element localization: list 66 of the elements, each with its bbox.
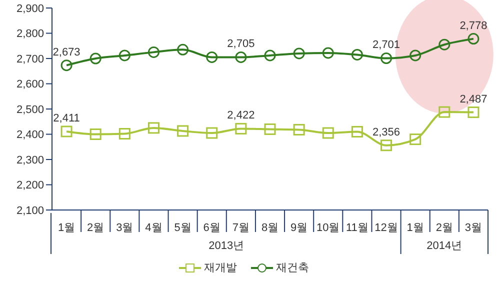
point [206,127,218,139]
x-tick-label: 4월 [145,222,162,234]
point [264,50,276,62]
point [90,128,102,140]
x-tick-label: 7월 [232,222,250,234]
point [322,47,334,59]
point [293,48,305,60]
legend-label: 재개발 [203,261,237,275]
point [293,124,305,136]
x-tick-label: 2월 [436,222,453,234]
y-tick-label: 2,200 [16,180,44,192]
x-tick-label: 6월 [203,222,220,234]
y-tick-label: 2,700 [16,53,44,66]
point [206,51,218,63]
x-tick-label: 3월 [116,222,134,234]
x-tick-label: 9월 [290,222,308,234]
point [118,50,130,62]
point [438,38,450,50]
x-tick-label: 10월 [316,222,340,234]
data-label: 2,778 [460,20,488,32]
point [410,50,422,62]
point [60,126,72,138]
data-label: 2,705 [227,38,255,50]
data-label: 2,487 [460,93,488,106]
y-tick-label: 2,500 [16,104,44,116]
data-label: 2,701 [372,39,400,52]
x-tick-label: 2월 [87,222,104,234]
point [177,125,189,137]
point [118,128,130,140]
y-tick-label: 2,100 [16,204,44,217]
x-tick-label: 1월 [58,222,76,234]
point [264,123,276,135]
text: 2013년 [208,240,244,252]
point [468,106,480,118]
point [438,106,450,118]
data-label: 2,356 [372,126,400,138]
point [177,44,189,56]
point [380,140,392,152]
point [351,48,363,60]
point [148,122,160,134]
point [148,46,160,58]
point [60,60,72,72]
point [468,33,480,45]
y-tick-label: 2,300 [16,154,44,166]
point [235,51,247,63]
x-tick-label: 12월 [374,222,398,234]
point [322,127,334,139]
x-tick-label: 11월 [346,222,368,234]
point [90,52,102,64]
y-tick-label: 2,600 [16,78,44,91]
y-tick-label: 2,400 [16,129,44,142]
point [351,126,363,138]
data-label: 2,411 [53,112,80,124]
point [380,52,392,64]
x-tick-label: 8월 [261,222,279,234]
data-label: 2,673 [52,46,80,58]
x-tick-label: 1월 [406,222,424,234]
x-tick-label: 3월 [464,222,482,234]
text: 2014년 [426,240,462,252]
y-tick-label: 2,900 [16,2,44,15]
legend-label: 재건축 [275,261,309,275]
y-tick-label: 2,800 [16,28,44,40]
x-tick-label: 5월 [174,222,192,234]
point [235,122,247,134]
point [410,134,422,146]
data-label: 2,422 [227,110,255,122]
